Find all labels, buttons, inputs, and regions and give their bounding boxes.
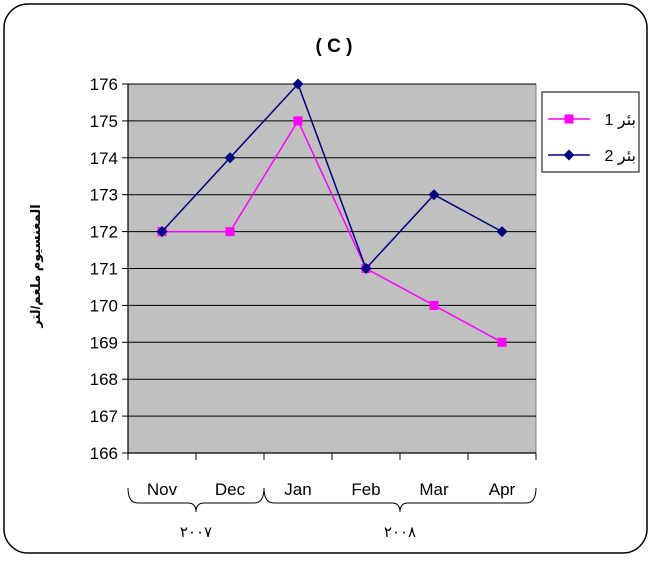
- legend-box: [541, 91, 640, 173]
- y-tick-label-174: 174: [90, 149, 118, 168]
- year-label-2: ٢٠٠٨: [384, 524, 416, 541]
- series-2-point-mar: [428, 189, 440, 201]
- year-brace-1: [127, 487, 265, 513]
- legend-label-2: بئر 2: [605, 148, 636, 166]
- y-tick-label-176: 176: [90, 75, 118, 94]
- y-tick-label-168: 168: [90, 370, 118, 389]
- series-1-point-apr: [497, 337, 507, 347]
- series-2-line: [161, 82, 503, 270]
- y-tick-label-175: 175: [90, 112, 118, 131]
- legend-label-1: بئر 1: [605, 112, 636, 130]
- x-tick-label-feb: Feb: [351, 480, 380, 499]
- series-2-point-nov: [156, 226, 168, 238]
- series-1-point-mar: [429, 300, 439, 310]
- y-tick-label-173: 173: [90, 186, 118, 205]
- year-brace-2: [263, 487, 537, 513]
- series-2-point-jan: [292, 78, 304, 90]
- x-tick-label-dec: Dec: [215, 480, 246, 499]
- chart-title: ( C ): [316, 36, 353, 57]
- x-tick-label-apr: Apr: [489, 480, 516, 499]
- x-tick-label-mar: Mar: [419, 480, 449, 499]
- x-tick-label-jan: Jan: [284, 480, 311, 499]
- series-2-point-dec: [224, 152, 236, 164]
- series-1-line: [162, 119, 503, 343]
- y-tick-label-167: 167: [90, 407, 118, 426]
- series-1-point-jan: [293, 116, 303, 126]
- year-label-1: ٢٠٠٧: [180, 524, 212, 541]
- series-2-point-feb: [360, 263, 372, 274]
- x-tick-label-nov: Nov: [147, 480, 178, 499]
- y-tick-label-170: 170: [90, 296, 118, 315]
- series-1-point-dec: [225, 227, 235, 237]
- y-tick-label-172: 172: [90, 223, 118, 242]
- y-tick-label-169: 169: [90, 333, 118, 352]
- y-tick-label-171: 171: [90, 260, 118, 279]
- y-axis-label: المغنسيوم ملغم/لتر: [28, 204, 44, 328]
- series-2-point-apr: [496, 226, 508, 238]
- y-tick-label-166: 166: [90, 444, 118, 463]
- legend-marker-1: [564, 114, 574, 124]
- legend-marker-2: [563, 149, 575, 161]
